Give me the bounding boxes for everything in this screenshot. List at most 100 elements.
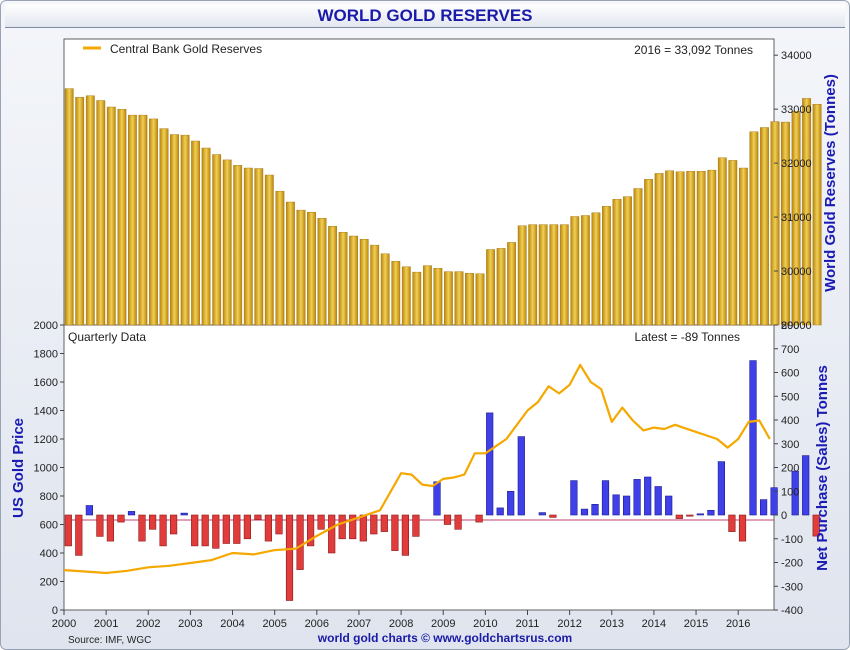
bottom-panel-title: Quarterly Data bbox=[68, 330, 146, 344]
sale-bar bbox=[549, 514, 557, 518]
purchase-bar bbox=[791, 470, 799, 516]
reserve-bar bbox=[581, 215, 590, 326]
right-y-tick-label: 500 bbox=[781, 391, 799, 403]
left-y-tick-label: 1600 bbox=[34, 377, 58, 389]
right-y-tick-label: -400 bbox=[781, 605, 803, 617]
left-y-tick-label: 2000 bbox=[34, 320, 58, 332]
reserve-bar bbox=[675, 171, 685, 326]
reserve-bar bbox=[739, 167, 748, 326]
reserve-bar bbox=[749, 131, 759, 326]
reserve-bar bbox=[233, 165, 243, 326]
sale-bar bbox=[812, 514, 820, 537]
left-y-tick-label: 1400 bbox=[34, 406, 58, 418]
purchase-bar bbox=[633, 479, 641, 516]
reserve-bar bbox=[180, 134, 190, 326]
x-tick-label: 2010 bbox=[473, 618, 497, 630]
right-y-tick-label: 0 bbox=[781, 510, 787, 522]
reserve-bar bbox=[212, 154, 222, 326]
purchase-bar bbox=[696, 513, 704, 516]
reserve-bar bbox=[117, 108, 127, 326]
sale-bar bbox=[296, 514, 304, 570]
sale-bar bbox=[222, 514, 230, 544]
sale-bar bbox=[728, 514, 736, 532]
reserve-bar bbox=[286, 201, 295, 326]
reserve-bar bbox=[696, 170, 706, 326]
sale-bar bbox=[454, 514, 462, 530]
purchase-bar bbox=[486, 412, 494, 516]
sale-bar bbox=[75, 514, 83, 556]
sale-bar bbox=[159, 514, 167, 547]
reserve-bar bbox=[412, 271, 422, 326]
reserve-bar bbox=[633, 188, 643, 326]
x-tick-label: 2006 bbox=[305, 618, 329, 630]
sale-bar bbox=[212, 514, 220, 549]
reserve-bar bbox=[665, 170, 675, 326]
reserve-bar bbox=[517, 225, 527, 326]
reserve-bar bbox=[149, 118, 158, 326]
reserve-bar bbox=[728, 160, 738, 326]
reserve-bar bbox=[791, 111, 801, 326]
reserve-bar bbox=[370, 244, 380, 326]
sale-bar bbox=[370, 514, 378, 535]
reserve-bar bbox=[717, 157, 727, 326]
right-y-tick-label: 700 bbox=[781, 344, 799, 356]
reserve-bar bbox=[570, 216, 580, 326]
left-y-tick-label: 800 bbox=[40, 491, 58, 503]
top-y-tick-label: 33000 bbox=[781, 104, 812, 116]
sale-bar bbox=[275, 514, 283, 535]
bottom-annotation: Latest = -89 Tonnes bbox=[634, 330, 740, 344]
reserve-bar bbox=[391, 261, 401, 326]
reserve-bar bbox=[686, 170, 696, 326]
purchase-bar bbox=[538, 512, 546, 516]
purchase-bar bbox=[770, 487, 778, 516]
x-tick-label: 2004 bbox=[220, 618, 244, 630]
right-y-tick-label: 400 bbox=[781, 415, 799, 427]
reserve-bar bbox=[338, 231, 348, 326]
sale-bar bbox=[201, 514, 209, 547]
top-y-tick-label: 32000 bbox=[781, 158, 812, 170]
left-y-tick-label: 1000 bbox=[34, 463, 58, 475]
sale-bar bbox=[359, 514, 367, 542]
sale-bar bbox=[412, 514, 420, 537]
reserve-bar bbox=[760, 127, 769, 326]
purchase-bar bbox=[622, 495, 631, 516]
purchase-bar bbox=[591, 503, 599, 516]
sale-bar bbox=[686, 514, 694, 517]
purchase-bar bbox=[601, 480, 610, 516]
purchase-bar bbox=[127, 511, 136, 516]
x-tick-label: 2011 bbox=[516, 618, 540, 630]
reserve-bar bbox=[623, 196, 632, 326]
x-tick-label: 2015 bbox=[684, 618, 708, 630]
sale-bar bbox=[380, 514, 388, 532]
x-tick-label: 2013 bbox=[600, 618, 624, 630]
sale-bar bbox=[349, 514, 357, 540]
reserve-bar bbox=[781, 121, 790, 326]
reserve-bar bbox=[349, 235, 358, 326]
x-tick-label: 2002 bbox=[136, 618, 160, 630]
brand-credit: world gold charts © www.goldchartsrus.co… bbox=[317, 631, 572, 645]
reserve-bar bbox=[770, 121, 780, 326]
sale-bar bbox=[96, 514, 104, 537]
left-y-axis-title: US Gold Price bbox=[10, 418, 27, 518]
reserve-bar bbox=[707, 169, 717, 326]
top-annotation: 2016 = 33,092 Tonnes bbox=[634, 43, 753, 57]
purchase-bar bbox=[570, 480, 578, 516]
reserve-bar bbox=[64, 88, 74, 326]
reserve-bar bbox=[423, 265, 432, 326]
reserve-bar bbox=[222, 159, 232, 326]
reserve-bar bbox=[138, 114, 148, 326]
top-y-tick-label: 29000 bbox=[781, 320, 812, 332]
x-tick-label: 2007 bbox=[347, 618, 371, 630]
sale-bar bbox=[191, 514, 199, 547]
purchase-bar bbox=[517, 436, 525, 516]
sale-bar bbox=[328, 514, 336, 554]
reserve-bar bbox=[549, 224, 559, 326]
reserve-bar bbox=[317, 217, 327, 326]
right-y-tick-label: 300 bbox=[781, 439, 799, 451]
reserve-bar bbox=[654, 173, 664, 326]
reserve-bar bbox=[307, 211, 316, 326]
reserve-bar bbox=[275, 190, 285, 326]
sale-bar bbox=[170, 514, 178, 535]
purchase-bar bbox=[749, 360, 757, 516]
